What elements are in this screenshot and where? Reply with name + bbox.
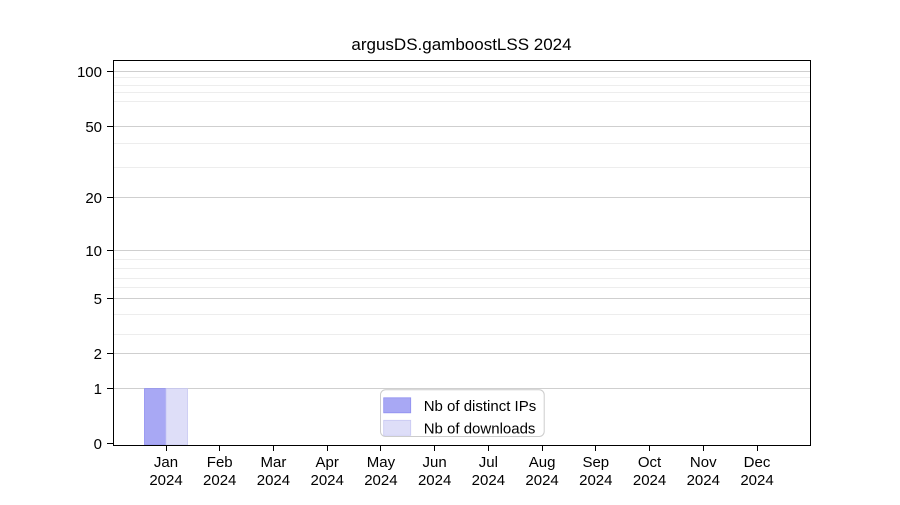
svg-text:2024: 2024 (203, 472, 236, 489)
svg-text:2024: 2024 (418, 472, 451, 489)
svg-text:2024: 2024 (579, 472, 612, 489)
svg-text:Nov: Nov (690, 454, 717, 471)
svg-text:2024: 2024 (149, 472, 182, 489)
svg-text:1: 1 (94, 381, 102, 398)
svg-text:Oct: Oct (638, 454, 662, 471)
svg-text:10: 10 (85, 243, 102, 260)
svg-text:Feb: Feb (207, 454, 233, 471)
svg-text:2: 2 (94, 346, 102, 363)
svg-text:2024: 2024 (472, 472, 505, 489)
svg-text:Nb of distinct IPs: Nb of distinct IPs (424, 398, 537, 415)
svg-text:Jun: Jun (423, 454, 447, 471)
svg-text:2024: 2024 (364, 472, 397, 489)
svg-text:2024: 2024 (740, 472, 773, 489)
svg-text:Sep: Sep (582, 454, 609, 471)
svg-text:Apr: Apr (316, 454, 339, 471)
svg-text:May: May (367, 454, 396, 471)
svg-text:2024: 2024 (633, 472, 666, 489)
svg-text:argusDS.gamboostLSS 2024: argusDS.gamboostLSS 2024 (351, 35, 571, 54)
svg-text:Mar: Mar (261, 454, 287, 471)
svg-text:0: 0 (94, 436, 102, 453)
svg-text:Dec: Dec (744, 454, 771, 471)
svg-text:2024: 2024 (257, 472, 290, 489)
svg-text:100: 100 (77, 64, 102, 81)
svg-text:Jul: Jul (479, 454, 498, 471)
svg-text:2024: 2024 (310, 472, 343, 489)
svg-text:Jan: Jan (154, 454, 178, 471)
svg-text:2024: 2024 (687, 472, 720, 489)
svg-text:50: 50 (85, 119, 102, 136)
svg-text:20: 20 (85, 190, 102, 207)
svg-text:Aug: Aug (529, 454, 556, 471)
svg-text:2024: 2024 (525, 472, 558, 489)
svg-text:Nb of downloads: Nb of downloads (424, 420, 536, 437)
svg-text:5: 5 (94, 291, 102, 308)
